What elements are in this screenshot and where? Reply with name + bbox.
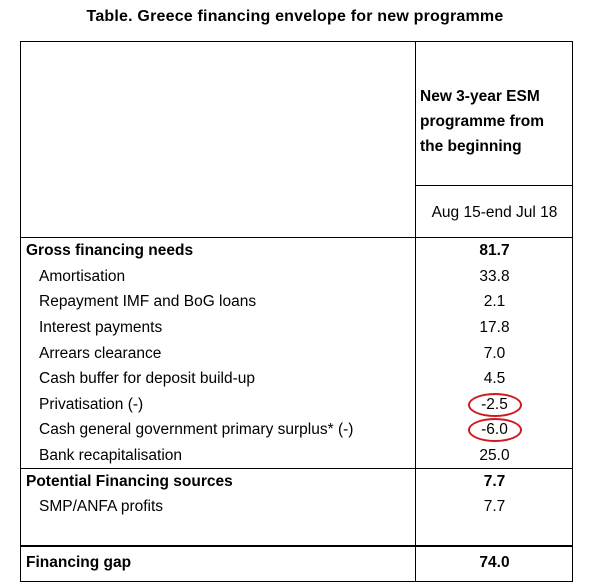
table-title: Table. Greece financing envelope for new…: [86, 8, 504, 25]
row-value: 2.1: [483, 293, 506, 310]
table-row: Gross financing needs 81.7: [21, 238, 573, 263]
row-label: Potential Financing sources: [26, 473, 233, 490]
row-value: 74.0: [479, 554, 510, 571]
row-label: Financing gap: [26, 554, 132, 571]
table-row: Amortisation 33.8: [21, 264, 573, 289]
table-row: SMP/ANFA profits 7.7: [21, 494, 573, 519]
table-row: Cash buffer for deposit build-up 4.5: [21, 366, 573, 391]
row-label: Arrears clearance: [39, 345, 162, 362]
row-value: 81.7: [479, 242, 510, 259]
row-label: Cash general government primary surplus*…: [39, 421, 354, 438]
table-row: Potential Financing sources 7.7: [21, 469, 573, 494]
column-header: New 3-year ESM programme from the beginn…: [420, 84, 570, 159]
row-value: 7.0: [483, 345, 506, 362]
period-label: Aug 15-end Jul 18: [431, 204, 558, 221]
column-header-line: the beginning: [420, 138, 522, 155]
header-divider: [415, 185, 573, 186]
row-value: 4.5: [483, 370, 506, 387]
table-row: Repayment IMF and BoG loans 2.1: [21, 289, 573, 314]
financing-table: New 3-year ESM programme from the beginn…: [20, 41, 573, 582]
table-row: Bank recapitalisation 25.0: [21, 443, 573, 468]
header-bottom-rule: [21, 237, 573, 238]
row-value: 17.8: [479, 319, 510, 336]
row-label: Repayment IMF and BoG loans: [39, 293, 257, 310]
row-label: Gross financing needs: [26, 242, 194, 259]
table-row: Financing gap 74.0: [21, 550, 573, 575]
row-value: 7.7: [483, 498, 506, 515]
section-rule: [21, 468, 573, 469]
row-value: 33.8: [479, 268, 510, 285]
row-value: 7.7: [483, 473, 506, 490]
row-label: Amortisation: [39, 268, 126, 285]
table-row: Arrears clearance 7.0: [21, 341, 573, 366]
table-row: Interest payments 17.8: [21, 315, 573, 340]
highlight-circle: [468, 418, 522, 442]
row-label: Interest payments: [39, 319, 163, 336]
total-rule: [21, 545, 573, 547]
column-divider: [415, 41, 416, 582]
row-label: SMP/ANFA profits: [39, 498, 164, 515]
row-label: Cash buffer for deposit build-up: [39, 370, 255, 387]
column-header-line: programme from: [420, 113, 545, 130]
row-label: Bank recapitalisation: [39, 447, 183, 464]
row-value: 25.0: [479, 447, 510, 464]
highlight-circle: [468, 393, 522, 417]
column-header-line: New 3-year ESM: [420, 88, 540, 105]
row-label: Privatisation (-): [39, 396, 144, 413]
